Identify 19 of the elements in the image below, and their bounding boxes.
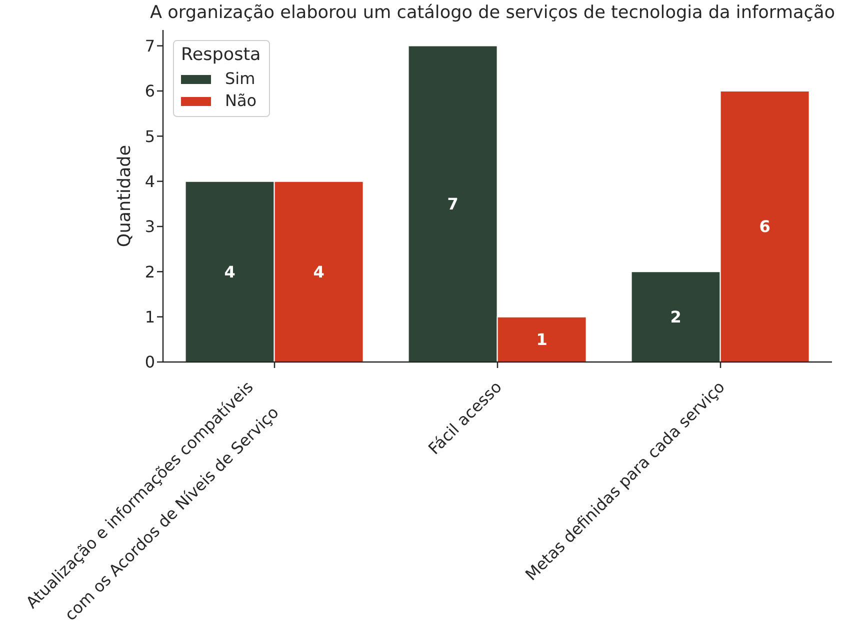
- data-label: 4: [224, 262, 236, 282]
- y-tick-label: 6: [144, 82, 155, 101]
- legend-label: Sim: [225, 68, 256, 90]
- y-tick-label: 5: [144, 126, 155, 146]
- data-label: 1: [536, 330, 548, 350]
- y-tick-label: 7: [144, 36, 155, 56]
- y-tick-label: 0: [144, 352, 155, 372]
- y-axis-title: Quantidade: [115, 144, 135, 248]
- legend-label: Não: [225, 90, 257, 112]
- chart-title: A organização elaborou um catálogo de serviços de tecnologia da informação: [149, 3, 836, 23]
- y-tick-label: 2: [144, 262, 155, 282]
- legend-title: Resposta: [181, 44, 261, 67]
- data-label: 2: [670, 308, 682, 327]
- y-tick-label: 1: [144, 308, 155, 327]
- y-tick-label: 3: [144, 217, 155, 236]
- data-label: 4: [313, 262, 324, 282]
- data-label: 6: [759, 217, 770, 236]
- y-tick-label: 4: [144, 172, 155, 191]
- data-label: 7: [447, 194, 458, 214]
